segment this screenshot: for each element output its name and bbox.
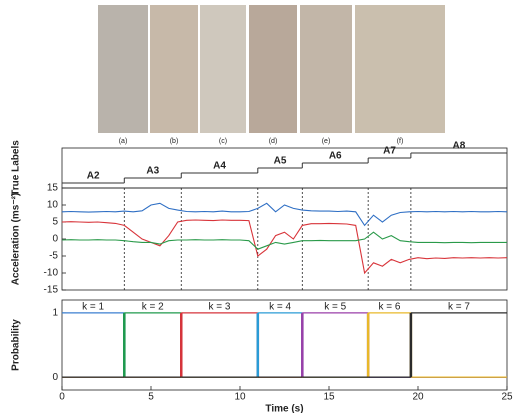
step-label: A2 xyxy=(87,171,100,182)
segment-label: k = 5 xyxy=(324,302,346,313)
segment-label: k = 6 xyxy=(379,302,401,313)
y-tick-label: -15 xyxy=(44,285,59,296)
x-tick-label: 5 xyxy=(148,392,154,403)
photo-caption: (e) xyxy=(322,138,331,145)
y-axis-label: Probability xyxy=(11,319,22,371)
signal-line xyxy=(61,219,508,275)
y-tick-label: 10 xyxy=(47,200,59,211)
y-tick-label: 0 xyxy=(52,372,58,383)
y-tick-label: 15 xyxy=(47,183,59,194)
signal-line xyxy=(61,231,507,250)
segment-label: k = 4 xyxy=(269,302,291,313)
signal-line xyxy=(61,202,508,227)
y-tick-label: 5 xyxy=(52,217,58,228)
photo xyxy=(200,5,246,133)
step-label: A4 xyxy=(213,161,226,172)
plot-frame xyxy=(61,299,508,391)
y-tick-label: -10 xyxy=(44,268,59,279)
step-label: A3 xyxy=(146,166,159,177)
y-tick-label: 1 xyxy=(52,307,58,318)
x-tick-label: 25 xyxy=(501,392,513,403)
y-tick-label: -5 xyxy=(49,251,58,262)
x-tick-label: 10 xyxy=(234,392,246,403)
photo xyxy=(98,5,148,133)
step-label: A5 xyxy=(274,156,287,167)
x-tick-label: 20 xyxy=(412,392,424,403)
segment-label: k = 1 xyxy=(82,302,104,313)
photo xyxy=(150,5,198,133)
photo xyxy=(355,5,445,133)
photo-caption: (f) xyxy=(397,138,404,145)
plot-frame xyxy=(61,187,508,291)
photo-caption: (b) xyxy=(170,138,179,145)
y-tick-label: 0 xyxy=(52,234,58,245)
segment-label: k = 3 xyxy=(209,302,231,313)
photos xyxy=(98,5,445,133)
x-tick-label: 0 xyxy=(59,392,65,403)
x-axis-label: Time (s) xyxy=(265,404,303,413)
y-axis-label: Acceleration (ms⁻²) xyxy=(11,193,22,286)
y-axis-label: True Labels xyxy=(11,140,22,196)
segment-label: k = 2 xyxy=(142,302,164,313)
photo xyxy=(300,5,352,133)
step-label: A8 xyxy=(453,141,466,152)
photo-caption: (c) xyxy=(219,138,227,145)
photo xyxy=(249,5,297,133)
step-label: A6 xyxy=(329,151,342,162)
x-tick-label: 15 xyxy=(323,392,335,403)
photo-caption: (d) xyxy=(269,138,278,145)
step-label: A7 xyxy=(383,146,396,157)
photo-caption: (a) xyxy=(119,138,128,145)
segment-label: k = 7 xyxy=(448,302,470,313)
